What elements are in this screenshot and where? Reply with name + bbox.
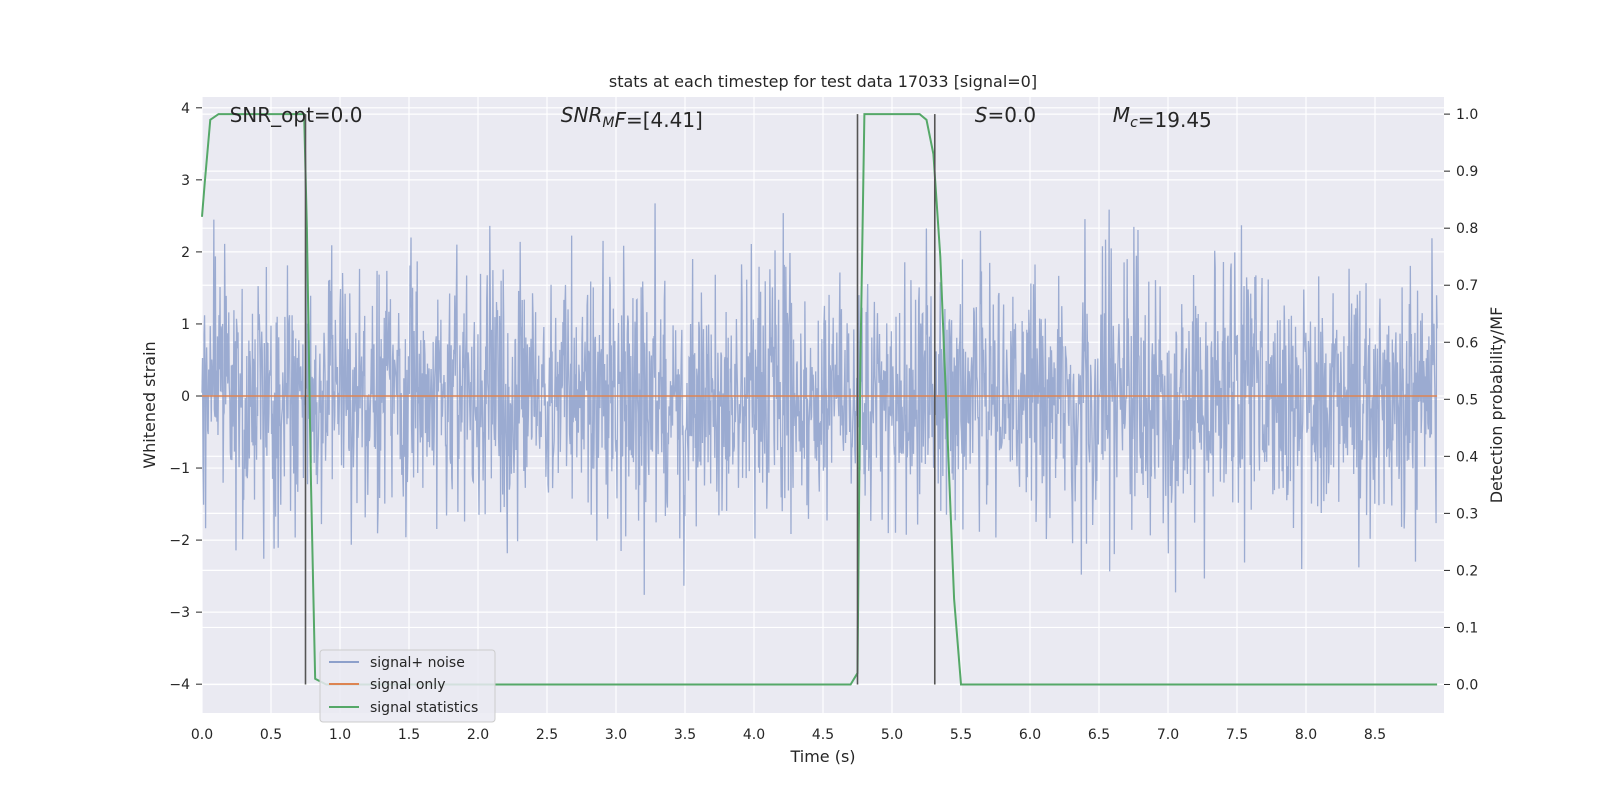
- annotation-prefix: SNR_opt: [230, 103, 314, 127]
- y-left-tick-label: −1: [169, 461, 190, 477]
- x-tick-label: 6.5: [1088, 727, 1110, 743]
- y-left-tick-label: −2: [169, 533, 190, 549]
- annotation-value: =19.45: [1138, 108, 1212, 132]
- legend-box: [319, 649, 496, 723]
- y-left-tick-label: 0: [181, 389, 190, 405]
- y-right-tick-label: 0.5: [1456, 392, 1478, 408]
- y-right-tick-label: 0.3: [1456, 506, 1478, 522]
- x-tick-label: 7.5: [1226, 727, 1248, 743]
- x-tick-label: 6.0: [1019, 727, 1041, 743]
- y-right-tick-label: 0.7: [1456, 278, 1478, 294]
- x-tick-label: 0.5: [260, 727, 282, 743]
- y-left-tick-label: 1: [181, 317, 190, 333]
- annotation-mc: Mc=19.45: [1113, 103, 1212, 132]
- annotation-subscript: c: [1130, 115, 1138, 131]
- vertical-markers: [304, 114, 936, 685]
- x-tick-label: 4.5: [812, 727, 834, 743]
- annotation-s: S=0.0: [975, 103, 1036, 127]
- annotation-prefix: S: [975, 103, 988, 127]
- series-signal-statistics-line: [201, 113, 1438, 686]
- x-tick-label: 5.0: [881, 727, 903, 743]
- y-left-tick-label: 4: [181, 101, 190, 117]
- x-tick-label: 7.0: [1157, 727, 1179, 743]
- y-left-tick-label: −4: [169, 677, 190, 693]
- annotation-prefix2: F: [614, 108, 626, 132]
- series-signal-noise-line: [201, 203, 1438, 595]
- annotations: SNR_opt=0.0 SNRMF=[4.41] S=0.0 Mc=19.45: [230, 103, 1212, 132]
- chart-title: stats at each timestep for test data 170…: [609, 72, 1037, 91]
- annotation-value: =0.0: [314, 103, 363, 127]
- y-right-tick-label: 0.1: [1456, 620, 1478, 636]
- y-left-tick-label: −3: [169, 605, 190, 621]
- y-right-tick-label: 0.4: [1456, 449, 1478, 465]
- annotation-snr-mf: SNRMF=[4.41]: [561, 103, 703, 132]
- annotation-value: =0.0: [988, 103, 1037, 127]
- x-tick-label: 5.5: [950, 727, 972, 743]
- y-left-tick-label: 2: [181, 245, 190, 261]
- x-tick-label: 1.5: [398, 727, 420, 743]
- x-axis-ticks: 0.0 0.5 1.0 1.5 2.0 2.5 3.0 3.5 4.0 4.5 5.0 5.5 6.0 6…: [191, 727, 1386, 743]
- x-axis-label: Time (s): [789, 747, 855, 766]
- x-tick-label: 2.0: [467, 727, 489, 743]
- y-axis-label-right: Detection probability/MF: [1487, 307, 1506, 504]
- y-axis-left-ticks: 4 3 2 1 0 −1 −2 −3 −4: [169, 101, 202, 693]
- y-right-tick-label: 0.8: [1456, 221, 1478, 237]
- y-axis-label-left: Whitened strain: [140, 341, 159, 468]
- annotation-prefix: SNR: [561, 103, 603, 127]
- legend-label-signal-noise: signal+ noise: [370, 655, 465, 671]
- y-axis-right-ticks: 1.0 0.9 0.8 0.7 0.6 0.5 0.4 0.3 0.2 0.1 0.0: [1444, 107, 1478, 693]
- legend-label-signal-only: signal only: [370, 677, 445, 693]
- x-tick-label: 0.0: [191, 727, 213, 743]
- series-layer: [201, 113, 1438, 686]
- y-right-tick-label: 1.0: [1456, 107, 1478, 123]
- x-tick-label: 3.5: [674, 727, 696, 743]
- x-tick-label: 1.0: [329, 727, 351, 743]
- y-right-tick-label: 0.6: [1456, 335, 1478, 351]
- annotation-value: =[4.41]: [626, 108, 703, 132]
- legend: signal+ noise signal only signal statist…: [319, 649, 496, 723]
- annotation-subscript: M: [602, 115, 614, 131]
- y-right-tick-label: 0.0: [1456, 677, 1478, 693]
- annotation-prefix: M: [1113, 103, 1130, 127]
- legend-label-signal-statistics: signal statistics: [370, 700, 478, 716]
- x-tick-label: 8.0: [1295, 727, 1317, 743]
- x-tick-label: 4.0: [743, 727, 765, 743]
- y-right-tick-label: 0.2: [1456, 563, 1478, 579]
- y-left-tick-label: 3: [181, 173, 190, 189]
- x-tick-label: 2.5: [536, 727, 558, 743]
- x-tick-label: 8.5: [1364, 727, 1386, 743]
- annotation-snr-opt: SNR_opt=0.0: [230, 103, 363, 127]
- y-right-tick-label: 0.9: [1456, 164, 1478, 180]
- x-tick-label: 3.0: [605, 727, 627, 743]
